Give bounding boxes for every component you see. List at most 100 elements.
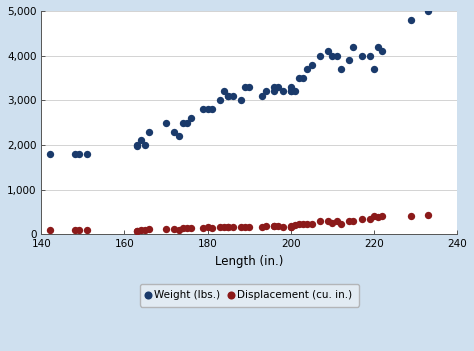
Weight (lbs.) [162,120,170,125]
Weight (lbs.) [300,75,307,81]
Displacement (cu. in.) [229,224,237,230]
Legend: Weight (lbs.), Displacement (cu. in.): Weight (lbs.), Displacement (cu. in.) [140,284,359,306]
Weight (lbs.) [133,143,141,148]
Weight (lbs.) [366,53,374,58]
Weight (lbs.) [274,84,282,90]
Displacement (cu. in.) [333,218,340,224]
Weight (lbs.) [241,84,249,90]
Weight (lbs.) [141,142,149,148]
Weight (lbs.) [328,53,336,58]
Displacement (cu. in.) [316,218,324,224]
Weight (lbs.) [316,53,324,58]
Displacement (cu. in.) [171,226,178,232]
Weight (lbs.) [237,98,245,103]
Weight (lbs.) [258,93,265,99]
Weight (lbs.) [287,88,295,94]
Displacement (cu. in.) [291,223,299,228]
Displacement (cu. in.) [220,224,228,230]
Displacement (cu. in.) [137,227,145,233]
Displacement (cu. in.) [46,227,54,233]
Displacement (cu. in.) [187,225,195,231]
Displacement (cu. in.) [328,220,336,225]
Displacement (cu. in.) [208,225,216,231]
Weight (lbs.) [287,84,295,90]
Displacement (cu. in.) [366,216,374,221]
Displacement (cu. in.) [325,218,332,224]
Displacement (cu. in.) [133,228,141,233]
Weight (lbs.) [183,120,191,125]
Displacement (cu. in.) [270,223,278,229]
Displacement (cu. in.) [179,226,186,231]
Displacement (cu. in.) [279,224,286,230]
Weight (lbs.) [270,84,278,90]
Weight (lbs.) [291,88,299,94]
Displacement (cu. in.) [304,221,311,227]
Displacement (cu. in.) [175,227,182,233]
Displacement (cu. in.) [75,227,82,233]
Weight (lbs.) [349,44,357,49]
Displacement (cu. in.) [349,218,357,223]
Weight (lbs.) [71,151,78,157]
Weight (lbs.) [358,53,365,58]
Weight (lbs.) [270,88,278,94]
Weight (lbs.) [225,93,232,99]
Weight (lbs.) [295,75,303,81]
Displacement (cu. in.) [374,214,382,220]
Weight (lbs.) [220,88,228,94]
Displacement (cu. in.) [370,213,378,219]
Weight (lbs.) [337,66,345,72]
Weight (lbs.) [333,53,340,58]
Displacement (cu. in.) [200,225,207,231]
Weight (lbs.) [204,106,211,112]
Displacement (cu. in.) [225,224,232,230]
Displacement (cu. in.) [216,224,224,230]
Weight (lbs.) [75,151,82,157]
Displacement (cu. in.) [241,224,249,230]
Displacement (cu. in.) [287,224,295,230]
Weight (lbs.) [200,106,207,112]
Weight (lbs.) [308,62,315,67]
Weight (lbs.) [279,88,286,94]
Weight (lbs.) [325,48,332,54]
Weight (lbs.) [345,57,353,63]
Weight (lbs.) [229,93,237,99]
Displacement (cu. in.) [287,223,295,229]
Displacement (cu. in.) [162,226,170,232]
Weight (lbs.) [216,98,224,103]
Weight (lbs.) [262,88,270,94]
Weight (lbs.) [208,106,216,112]
Displacement (cu. in.) [146,226,153,232]
Weight (lbs.) [187,115,195,121]
Displacement (cu. in.) [246,224,253,230]
Displacement (cu. in.) [237,225,245,230]
Weight (lbs.) [171,129,178,134]
Displacement (cu. in.) [204,225,211,230]
Displacement (cu. in.) [83,227,91,233]
Weight (lbs.) [246,84,253,90]
Displacement (cu. in.) [295,221,303,227]
Weight (lbs.) [304,66,311,72]
Displacement (cu. in.) [141,227,149,233]
Displacement (cu. in.) [133,229,141,234]
Weight (lbs.) [379,48,386,54]
Weight (lbs.) [370,66,378,72]
Weight (lbs.) [374,44,382,49]
Weight (lbs.) [424,8,432,14]
Displacement (cu. in.) [424,212,432,218]
Displacement (cu. in.) [287,224,295,230]
Displacement (cu. in.) [300,221,307,227]
Displacement (cu. in.) [379,213,386,219]
Weight (lbs.) [46,151,54,157]
Displacement (cu. in.) [262,223,270,229]
Weight (lbs.) [137,138,145,143]
Weight (lbs.) [175,133,182,139]
Weight (lbs.) [146,129,153,134]
Displacement (cu. in.) [270,223,278,229]
X-axis label: Length (in.): Length (in.) [215,254,283,267]
Displacement (cu. in.) [345,218,353,223]
Displacement (cu. in.) [408,213,415,219]
Displacement (cu. in.) [258,224,265,230]
Displacement (cu. in.) [225,224,232,230]
Displacement (cu. in.) [337,221,345,227]
Weight (lbs.) [83,151,91,157]
